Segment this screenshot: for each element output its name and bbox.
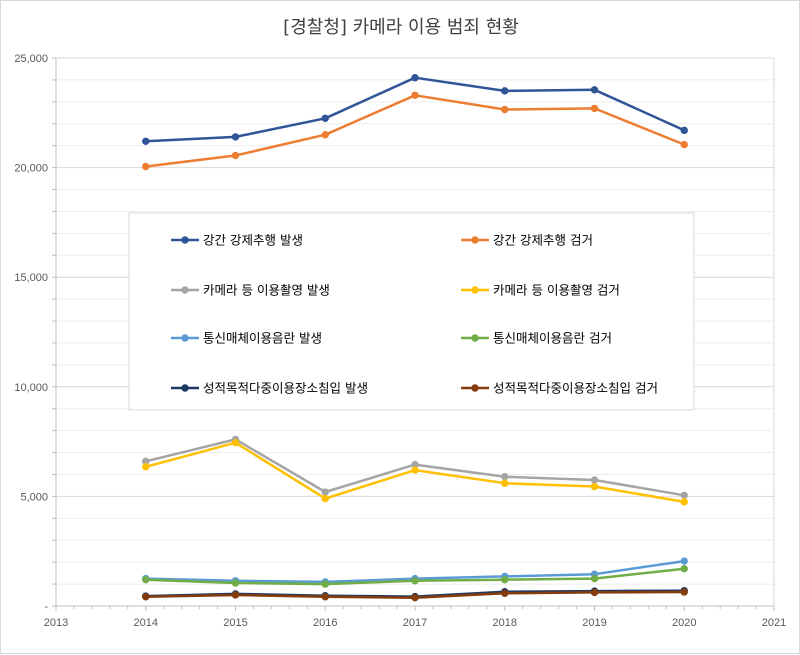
- data-point: [231, 591, 240, 599]
- series-lines: [142, 74, 688, 602]
- data-point: [680, 498, 688, 506]
- series-line: [145, 94, 685, 168]
- y-tick-label: -: [44, 601, 48, 613]
- data-point: [142, 575, 150, 584]
- legend-swatch-marker: [471, 286, 479, 294]
- data-point: [142, 593, 150, 601]
- chart-title: [경찰청] 카메라 이용 범죄 현황: [283, 17, 519, 38]
- legend-label: 카메라 등 이용촬영 검거: [493, 283, 620, 298]
- data-point: [680, 588, 688, 596]
- data-point: [680, 140, 688, 149]
- data-point: [321, 494, 329, 503]
- data-point: [590, 476, 599, 484]
- x-tick-label: 2013: [44, 617, 68, 629]
- legend-label: 카메라 등 이용촬영 발생: [203, 283, 330, 298]
- legend-swatch-marker: [181, 334, 189, 342]
- legend-item: 카메라 등 이용촬영 검거: [461, 283, 620, 298]
- legend-box: [128, 212, 695, 411]
- legend-swatch-marker: [181, 286, 189, 294]
- legend-swatch-marker: [181, 384, 189, 392]
- x-tick-label: 2018: [493, 617, 517, 629]
- legend-swatch-marker: [471, 236, 479, 244]
- data-point: [411, 91, 419, 99]
- series-1: [142, 74, 688, 145]
- data-point: [411, 593, 419, 602]
- series-2: [142, 91, 688, 171]
- legend-item: 강간 강제추행 검거: [461, 233, 593, 248]
- data-point: [142, 137, 150, 145]
- data-point: [411, 577, 419, 585]
- y-tick-label: 20,000: [14, 163, 48, 175]
- series-6: [142, 565, 688, 588]
- y-tick-label: 10,000: [14, 382, 48, 394]
- data-point: [680, 565, 688, 573]
- data-point: [590, 104, 599, 113]
- series-4: [142, 438, 688, 506]
- data-point: [142, 463, 150, 471]
- legend-item: 카메라 등 이용촬영 발생: [171, 283, 330, 298]
- x-tick-label: 2015: [223, 617, 247, 629]
- data-point: [321, 131, 329, 139]
- axes: 2013 2014 2015 2016 2017 2018 2019 2020 2021 - 5,0…: [14, 53, 786, 629]
- data-point: [501, 575, 509, 584]
- data-point: [501, 105, 509, 114]
- legend-swatch-marker: [471, 334, 479, 342]
- data-point: [231, 438, 240, 447]
- data-point: [321, 580, 329, 588]
- data-point: [501, 589, 509, 597]
- x-tick-label: 2021: [762, 617, 786, 629]
- y-tick-label: 25,000: [14, 53, 48, 65]
- legend-swatch-marker: [181, 236, 189, 244]
- data-point: [321, 114, 329, 122]
- data-point: [231, 133, 240, 141]
- data-point: [142, 162, 150, 171]
- x-tick-label: 2017: [403, 617, 427, 629]
- data-point: [321, 488, 329, 496]
- legend-item: 성적목적다중이용장소침입 검거: [461, 381, 658, 396]
- x-tick-label: 2014: [134, 617, 158, 629]
- data-point: [680, 491, 688, 500]
- legend-label: 강간 강제추행 발생: [203, 233, 303, 248]
- data-point: [501, 472, 509, 481]
- x-tick-label: 2016: [313, 617, 337, 629]
- legend-label: 강간 강제추행 검거: [493, 233, 593, 248]
- legend-label: 통신매체이용음란 검거: [493, 331, 612, 346]
- legend-item: 강간 강제추행 발생: [171, 233, 303, 248]
- data-point: [501, 87, 509, 95]
- data-point: [590, 588, 599, 597]
- data-point: [680, 126, 688, 135]
- data-point: [501, 479, 509, 487]
- data-point: [231, 151, 240, 160]
- data-point: [590, 482, 599, 491]
- data-point: [321, 593, 329, 601]
- data-point: [680, 557, 688, 565]
- y-tick-label: 5,000: [20, 491, 48, 503]
- legend-item: 통신매체이용음란 발생: [171, 331, 322, 346]
- legend-label: 성적목적다중이용장소침입 발생: [203, 381, 368, 396]
- y-tick-label: 15,000: [14, 272, 48, 284]
- data-point: [590, 574, 599, 583]
- data-point: [231, 579, 240, 587]
- legend-item: 통신매체이용음란 검거: [461, 331, 612, 346]
- series-8: [142, 588, 688, 602]
- data-point: [411, 74, 419, 82]
- legend-label: 성적목적다중이용장소침입 검거: [493, 381, 658, 396]
- legend-swatch-marker: [471, 384, 479, 392]
- data-point: [411, 466, 419, 474]
- data-point: [590, 86, 599, 94]
- legend-label: 통신매체이용음란 발생: [203, 331, 322, 346]
- series-line: [145, 76, 685, 143]
- x-tick-label: 2020: [672, 617, 696, 629]
- x-tick-label: 2019: [582, 617, 606, 629]
- legend-item: 성적목적다중이용장소침입 발생: [171, 381, 368, 396]
